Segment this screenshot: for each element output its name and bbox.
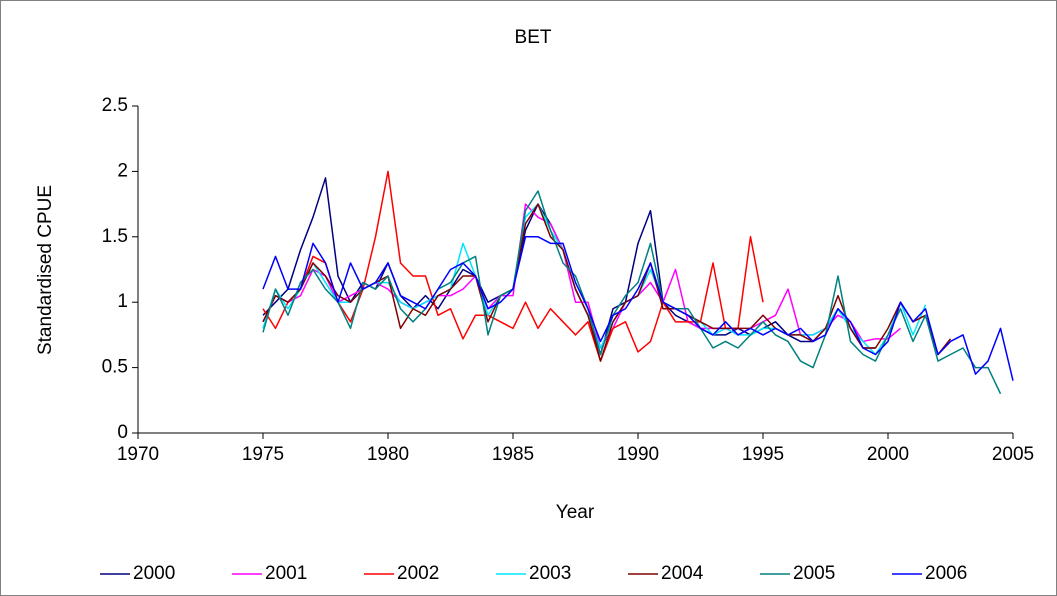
x-tick-label: 1970: [117, 444, 159, 465]
y-axis-label: Standardised CPUE: [35, 185, 56, 355]
x-tick-label: 1980: [367, 444, 409, 465]
chart-title: BET: [515, 27, 552, 48]
series-line: [262, 170, 764, 362]
x-tick-label: 1990: [617, 444, 659, 465]
x-tick-label: 1995: [742, 444, 784, 465]
y-tick-label: 0: [117, 422, 128, 443]
x-tick-label: 2005: [992, 444, 1034, 465]
y-tick-label: 1: [117, 291, 128, 312]
legend-label: 2001: [265, 563, 307, 584]
y-tick-label: 0.5: [102, 357, 128, 378]
x-tick-label: 1975: [242, 444, 284, 465]
y-tick-label: 2: [117, 160, 128, 181]
series-line: [262, 203, 952, 362]
legend-label: 2005: [793, 563, 835, 584]
x-axis-label: Year: [556, 502, 595, 523]
legend-label: 2002: [397, 563, 439, 584]
legend-label: 2006: [925, 563, 967, 584]
x-tick-label: 2000: [867, 444, 909, 465]
legend-label: 2004: [661, 563, 704, 584]
y-tick-label: 1.5: [102, 226, 128, 247]
series-line: [262, 236, 1014, 381]
legend-label: 2000: [133, 563, 175, 584]
y-tick-label: 2.5: [102, 95, 128, 116]
series-line: [262, 190, 1002, 395]
x-tick-label: 1985: [492, 444, 534, 465]
legend-label: 2003: [529, 563, 571, 584]
